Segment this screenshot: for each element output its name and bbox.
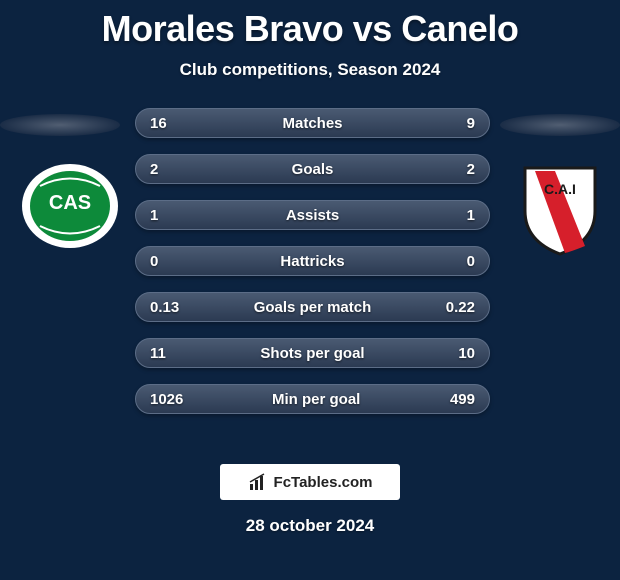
stat-right-value: 499 — [435, 391, 489, 408]
watermark: FcTables.com — [220, 464, 400, 500]
svg-text:CAS: CAS — [49, 192, 91, 214]
stat-label: Goals — [190, 161, 435, 178]
stat-right-value: 1 — [435, 207, 489, 224]
team-crest-left: CAS — [20, 156, 120, 256]
stat-row-shots-per-goal: 11 Shots per goal 10 — [135, 338, 490, 368]
stat-left-value: 0 — [136, 253, 190, 270]
platform-left — [0, 114, 120, 136]
stat-left-value: 1026 — [136, 391, 197, 408]
stat-bars: 16 Matches 9 2 Goals 2 1 Assists 1 0 Hat… — [135, 108, 490, 430]
watermark-text: FcTables.com — [274, 474, 373, 491]
comparison-stage: CAS C.A.I 16 Matches 9 2 Goals 2 1 Assis… — [0, 108, 620, 438]
cai-crest-icon: C.A.I — [510, 156, 610, 256]
team-crest-right: C.A.I — [510, 156, 610, 256]
stat-label: Hattricks — [190, 253, 435, 270]
stat-row-assists: 1 Assists 1 — [135, 200, 490, 230]
stat-row-goals: 2 Goals 2 — [135, 154, 490, 184]
stat-left-value: 0.13 — [136, 299, 193, 316]
page-subtitle: Club competitions, Season 2024 — [0, 60, 620, 80]
stat-label: Shots per goal — [190, 345, 435, 362]
stat-right-value: 10 — [435, 345, 489, 362]
stat-right-value: 0 — [435, 253, 489, 270]
stat-right-value: 0.22 — [432, 299, 489, 316]
stat-left-value: 2 — [136, 161, 190, 178]
fctables-logo-icon — [248, 472, 268, 492]
platform-right — [500, 114, 620, 136]
stat-label: Assists — [190, 207, 435, 224]
date-label: 28 october 2024 — [0, 516, 620, 536]
stat-right-value: 2 — [435, 161, 489, 178]
stat-row-min-per-goal: 1026 Min per goal 499 — [135, 384, 490, 414]
svg-text:C.A.I: C.A.I — [544, 181, 576, 197]
stat-row-matches: 16 Matches 9 — [135, 108, 490, 138]
stat-label: Min per goal — [197, 391, 435, 408]
stat-row-hattricks: 0 Hattricks 0 — [135, 246, 490, 276]
stat-right-value: 9 — [435, 115, 489, 132]
cas-crest-icon: CAS — [20, 156, 120, 256]
page-title: Morales Bravo vs Canelo — [0, 0, 620, 50]
stat-label: Matches — [190, 115, 435, 132]
stat-row-goals-per-match: 0.13 Goals per match 0.22 — [135, 292, 490, 322]
stat-left-value: 16 — [136, 115, 190, 132]
stat-left-value: 11 — [136, 345, 190, 362]
stat-label: Goals per match — [193, 299, 432, 316]
stat-left-value: 1 — [136, 207, 190, 224]
